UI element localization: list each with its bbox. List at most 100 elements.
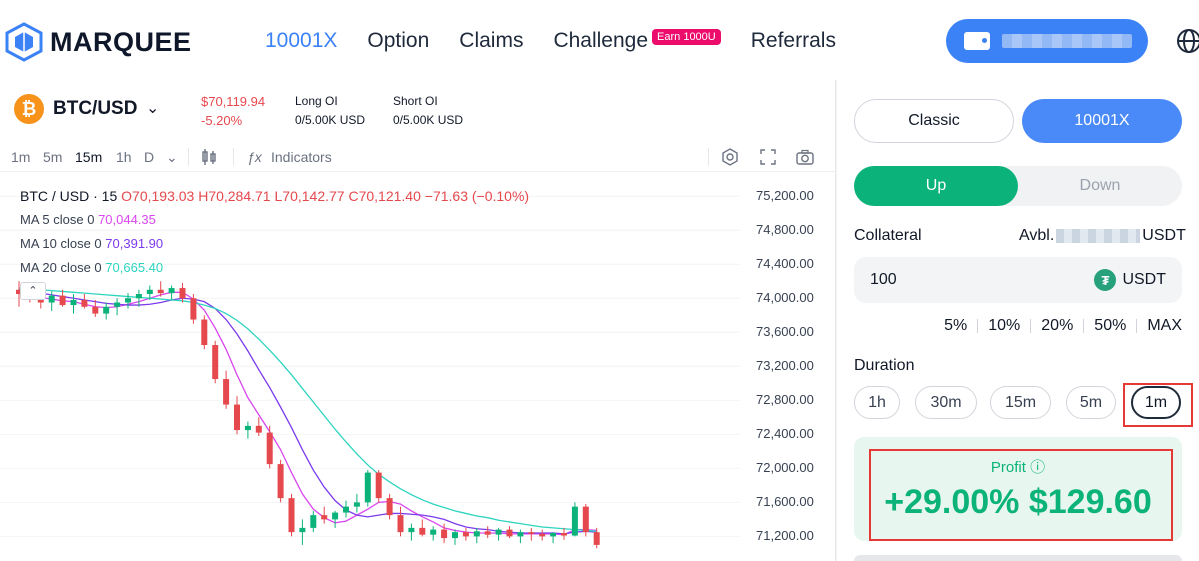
indicators-button[interactable]: Indicators [271,149,332,165]
pct-50-button[interactable]: 50% [1094,317,1127,334]
divider [1030,319,1032,333]
duration-1m[interactable]: 1m [1131,386,1181,419]
fullscreen-icon[interactable] [758,147,778,167]
ma20-label: MA 20 close 0 [20,260,102,275]
candle-body [125,298,131,303]
y-tick-label: 71,200.00 [756,528,814,544]
main-nav: 10001X Option Claims Challenge Earn 1000… [265,29,866,53]
candle-body [408,527,415,533]
duration-5m[interactable]: 5m [1066,386,1116,419]
timeframe-1m[interactable]: 1m [11,149,31,165]
nav-claims[interactable]: Claims [459,29,524,52]
timeframe-15m[interactable]: 15m [75,149,103,165]
duration-1h[interactable]: 1h [854,386,900,419]
candle-body [48,295,55,303]
mode-classic-button[interactable]: Classic [854,99,1014,143]
pair-bar: ₿ BTC/USD ⌄ $70,119.94 -5.20% Long OI 0/… [0,80,836,138]
y-tick-label: 72,800.00 [756,392,814,408]
down-button[interactable]: Down [1079,177,1121,194]
candlestick-chart[interactable] [0,172,740,561]
brand-name: MARQUEE [50,26,192,57]
candle-body [495,529,502,535]
submit-button-partial[interactable] [854,555,1182,561]
candle-body [561,532,567,536]
pct-5-button[interactable]: 5% [944,317,968,334]
price-axis: 75,200.00 74,800.00 74,400.00 74,000.00 73,6… [740,172,836,561]
candle-body [201,319,208,346]
pair-symbol[interactable]: BTC/USD [53,98,138,119]
candle-body [375,472,382,499]
ohlc-high: H70,284.71 [198,188,271,204]
nav-option[interactable]: Option [367,29,430,52]
timeframe-d[interactable]: D [144,149,155,165]
logo[interactable]: MARQUEE [4,22,192,62]
ma10-value: 70,391.90 [105,236,164,251]
timeframe-5m[interactable]: 5m [43,149,63,165]
candle-body [135,294,142,299]
nav-challenge[interactable]: Challenge Earn 1000U [553,29,721,53]
camera-icon[interactable] [795,147,815,167]
ohlc-title: BTC / USD · 15 [20,188,118,204]
wallet-address-masked [1002,34,1132,48]
candle-body [332,512,339,520]
candle-body [321,515,328,520]
short-oi-label: Short OI [393,94,438,108]
collateral-value[interactable]: 100 [870,271,897,288]
collateral-input[interactable]: 100 ₮ USDT [854,257,1182,303]
ma10-label: MA 10 close 0 [20,236,102,251]
pct-20-button[interactable]: 20% [1041,317,1074,334]
duration-highlight [1123,383,1193,427]
chart-panel: ₿ BTC/USD ⌄ $70,119.94 -5.20% Long OI 0/… [0,80,836,561]
candle-body [462,532,469,537]
candle-body [288,498,295,533]
candle-body [37,298,44,303]
up-button[interactable]: Up [854,166,1018,206]
bitcoin-icon: ₿ [14,94,44,124]
timeframe-1h[interactable]: 1h [116,149,132,165]
ma5-label: MA 5 close 0 [20,212,95,227]
candle-body [103,306,110,314]
percentage-row: 5% 10% 20% 50% MAX [944,317,1182,335]
candle-body [92,306,99,314]
nav-10001x[interactable]: 10001X [265,29,338,52]
divider [1136,319,1138,333]
trade-panel: Classic 10001X Up Down Collateral Avbl. … [837,80,1199,561]
candle-body [364,472,371,503]
price-change: -5.20% [201,113,243,128]
candle-type-icon[interactable] [199,147,219,167]
fx-icon[interactable]: ƒx [247,149,262,165]
collapse-legend-button[interactable]: ⌃ [20,282,46,300]
duration-15m[interactable]: 15m [990,386,1051,419]
pct-max-button[interactable]: MAX [1147,317,1182,334]
y-tick-label: 72,000.00 [756,460,814,476]
y-tick-label: 73,600.00 [756,324,814,340]
nav-referrals[interactable]: Referrals [750,29,836,52]
divider [708,148,709,166]
candle-body [310,515,317,528]
y-tick-label: 72,400.00 [756,426,814,442]
profit-value: +29.00% $129.60 [884,483,1152,521]
candle-body [539,533,546,537]
settings-icon[interactable] [720,147,740,167]
mode-10001x-button[interactable]: 10001X [1022,99,1182,143]
chevron-down-icon[interactable]: ⌄ [146,100,160,117]
candle-body [277,464,284,499]
long-oi-label: Long OI [295,94,338,108]
collateral-label: Collateral [854,227,922,244]
balance-masked [1056,229,1141,243]
duration-options: 1h 30m 15m 5m 1m [854,386,1182,420]
wallet-button[interactable] [946,19,1148,63]
globe-icon[interactable] [1176,28,1199,54]
long-oi-value: 0/5.00K USD [295,113,366,127]
candle-body [234,404,240,431]
y-tick-label: 74,400.00 [756,256,814,272]
long-oi: Long OI 0/5.00K USD [295,92,365,130]
candle-body [16,289,22,295]
timeframe-chevron-down-icon[interactable]: ⌄ [166,149,178,165]
candle-body [528,532,535,534]
candle-body [353,502,360,507]
pct-10-button[interactable]: 10% [988,317,1021,334]
ohlc-legend: BTC / USD · 15 O70,193.03 H70,284.71 L70… [20,188,529,204]
y-tick-label: 71,600.00 [756,494,814,510]
duration-30m[interactable]: 30m [915,386,977,419]
